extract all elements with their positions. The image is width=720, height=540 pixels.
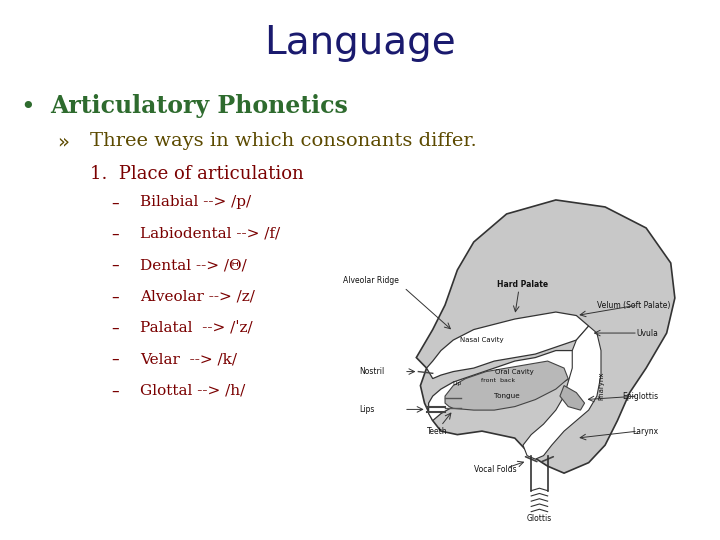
Polygon shape	[560, 386, 585, 410]
Text: Nasal Cavity: Nasal Cavity	[460, 337, 504, 343]
Text: Tongue: Tongue	[494, 393, 519, 399]
Text: –: –	[112, 352, 120, 367]
Text: Glottis: Glottis	[527, 514, 552, 523]
Text: –: –	[112, 258, 120, 273]
Text: Dental --> /Θ/: Dental --> /Θ/	[140, 258, 247, 272]
Text: –: –	[112, 321, 120, 336]
Text: Alveolar --> /z/: Alveolar --> /z/	[140, 289, 256, 303]
Text: front  back: front back	[482, 378, 516, 383]
Text: Labiodental --> /f/: Labiodental --> /f/	[140, 227, 281, 241]
Text: –: –	[112, 227, 120, 242]
Text: Alveolar Ridge: Alveolar Ridge	[343, 276, 399, 285]
Text: Oral Cavity: Oral Cavity	[495, 369, 534, 375]
Text: Nostril: Nostril	[359, 367, 384, 376]
Text: Glottal --> /h/: Glottal --> /h/	[140, 383, 246, 397]
Polygon shape	[416, 200, 675, 473]
Text: –: –	[112, 195, 120, 211]
Text: Velum (Soft Palate): Velum (Soft Palate)	[598, 301, 671, 309]
Text: Hard Palate: Hard Palate	[498, 280, 549, 288]
Text: Palatal  --> /ˈz/: Palatal --> /ˈz/	[140, 321, 253, 335]
Text: Three ways in which consonants differ.: Three ways in which consonants differ.	[90, 132, 477, 150]
Text: Bilabial --> /p/: Bilabial --> /p/	[140, 195, 251, 210]
Text: –: –	[112, 289, 120, 305]
Text: Pharynx: Pharynx	[598, 372, 604, 400]
Text: Articulatory Phonetics: Articulatory Phonetics	[50, 94, 348, 118]
Polygon shape	[428, 350, 589, 421]
Text: •: •	[20, 94, 35, 118]
Text: Vocal Folds: Vocal Folds	[474, 465, 516, 474]
Text: Uvula: Uvula	[636, 328, 659, 338]
Text: Velar  --> /k/: Velar --> /k/	[140, 352, 238, 366]
Text: 1.  Place of articulation: 1. Place of articulation	[90, 165, 304, 183]
Text: Lip: Lip	[453, 381, 462, 386]
Text: Language: Language	[264, 24, 456, 62]
Text: Epiglottis: Epiglottis	[622, 392, 659, 401]
Text: »: »	[58, 132, 70, 151]
Text: Larynx: Larynx	[632, 427, 659, 436]
Polygon shape	[445, 361, 568, 410]
Text: Lips: Lips	[359, 405, 374, 414]
Text: Teeth: Teeth	[426, 427, 447, 436]
Polygon shape	[426, 312, 589, 379]
Text: –: –	[112, 383, 120, 399]
Polygon shape	[523, 326, 601, 459]
